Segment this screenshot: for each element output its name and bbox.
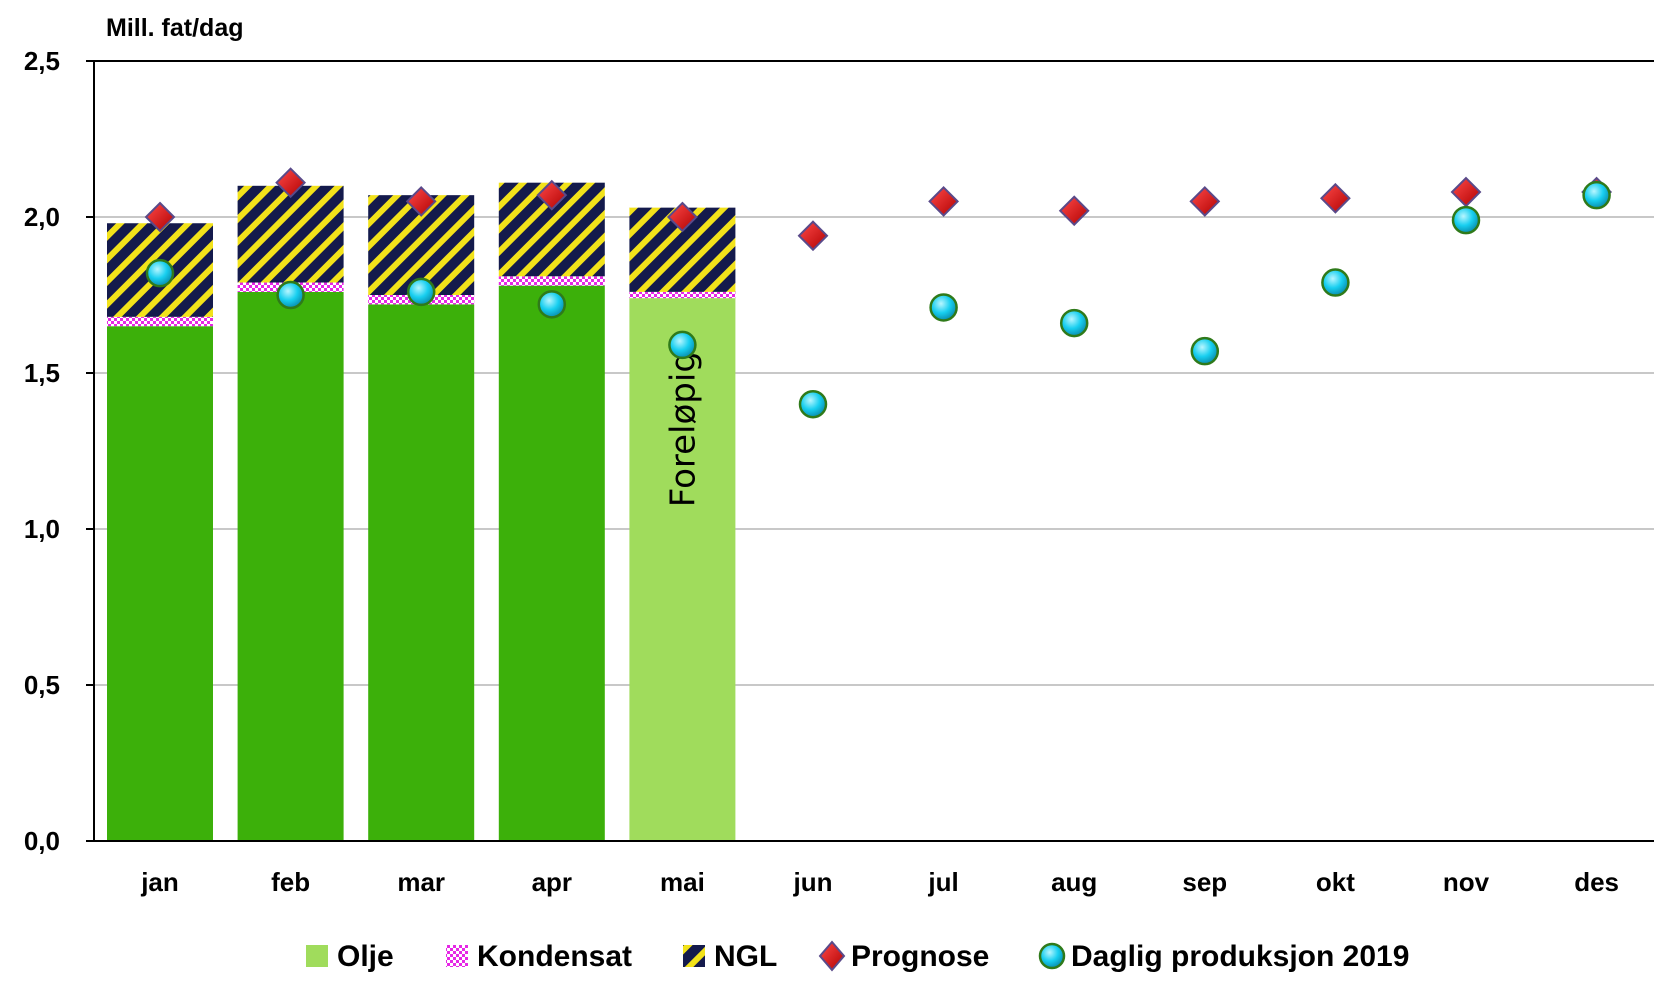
- bar-annotation-label: Foreløpig: [663, 351, 703, 507]
- bar-olje: [368, 304, 475, 841]
- daglig-produksjon-point: [145, 258, 175, 288]
- legend-olje-swatch: [306, 945, 328, 967]
- x-tick-label: mar: [397, 867, 445, 897]
- bar-olje: [498, 285, 605, 841]
- prognose-marker: [1058, 195, 1090, 227]
- daglig-produksjon-point: [1059, 308, 1089, 338]
- bar-olje: [629, 298, 736, 841]
- y-tick-label: 1,5: [24, 358, 60, 388]
- bar-ngl: [237, 185, 344, 283]
- daglig-produksjon-point: [668, 330, 697, 360]
- x-tick-label: sep: [1182, 867, 1227, 897]
- legend-label: Daglig produksjon 2019: [1071, 940, 1409, 973]
- y-axis-unit-label: Mill. fat/dag: [106, 14, 244, 42]
- legend-label: NGL: [714, 940, 777, 973]
- prognose-marker: [1319, 182, 1351, 214]
- legend: Olje Kondensat NGL Prognose Daglig produksjo…: [306, 940, 1409, 973]
- y-tick-label: 2,0: [24, 202, 60, 232]
- legend-prognose-swatch: [818, 940, 846, 972]
- legend-item: NGL: [683, 940, 777, 973]
- daglig-produksjon-point: [1321, 268, 1350, 297]
- bar-kondensat: [107, 316, 213, 327]
- prognose-marker: [275, 167, 307, 199]
- prognose-marker: [797, 220, 829, 252]
- prognose-marker: [666, 201, 698, 233]
- legend-label: Prognose: [851, 940, 989, 973]
- gridlines: [94, 216, 1654, 686]
- prognose-marker: [928, 185, 960, 217]
- x-tick-label: feb: [271, 867, 310, 897]
- legend-item: Daglig produksjon 2019: [1038, 940, 1409, 973]
- bar-kondensat: [629, 291, 736, 299]
- bar-olje: [107, 326, 213, 841]
- x-tick-label: des: [1574, 867, 1619, 897]
- plot-area-frame: [93, 60, 1654, 842]
- legend-item: Prognose: [818, 940, 989, 973]
- legend-kondensat-swatch: [446, 945, 468, 967]
- legend-label: Olje: [337, 940, 394, 973]
- y-axis-ticks: 0,0 0,5 1,0 1,5 2,0 2,5: [24, 46, 94, 856]
- prognose-marker: [536, 179, 568, 211]
- x-tick-label: okt: [1316, 867, 1355, 897]
- legend-daglig-swatch: [1038, 942, 1066, 970]
- legend-item: Kondensat: [446, 940, 632, 973]
- x-tick-label: jul: [927, 867, 958, 897]
- daglig-produksjon-point: [1582, 180, 1611, 210]
- daglig-produksjon-point: [406, 277, 436, 307]
- daglig-produksjon-point: [276, 280, 305, 310]
- legend-label: Kondensat: [477, 940, 632, 973]
- x-tick-label: aug: [1051, 867, 1097, 897]
- y-tick-label: 0,0: [24, 826, 60, 856]
- x-tick-label: jan: [140, 867, 179, 897]
- marker-series: [144, 167, 1613, 419]
- prognose-marker: [405, 185, 437, 217]
- x-tick-label: nov: [1443, 867, 1490, 897]
- prognose-marker: [1189, 185, 1221, 217]
- prognose-marker: [1450, 176, 1482, 208]
- daglig-produksjon-point: [537, 290, 567, 319]
- x-tick-label: apr: [532, 867, 572, 897]
- daglig-produksjon-point: [929, 293, 958, 322]
- y-tick-label: 1,0: [24, 514, 60, 544]
- x-tick-label: jun: [793, 867, 833, 897]
- bar-kondensat: [498, 276, 605, 286]
- bar-olje: [237, 291, 344, 841]
- daglig-produksjon-point: [798, 389, 828, 419]
- daglig-produksjon-point: [1451, 205, 1481, 235]
- legend-ngl-swatch: [683, 945, 705, 967]
- y-tick-label: 2,5: [24, 46, 60, 76]
- x-axis-ticks: jan feb mar apr mai jun jul aug sep okt nov des: [140, 867, 1619, 897]
- legend-item: Olje: [306, 940, 394, 973]
- y-tick-label: 0,5: [24, 670, 60, 700]
- bar-series: [107, 182, 736, 841]
- x-tick-label: mai: [660, 867, 705, 897]
- prognose-marker: [144, 201, 176, 233]
- bar-annotations: Foreløpig: [663, 351, 703, 507]
- daglig-produksjon-point: [1190, 336, 1220, 366]
